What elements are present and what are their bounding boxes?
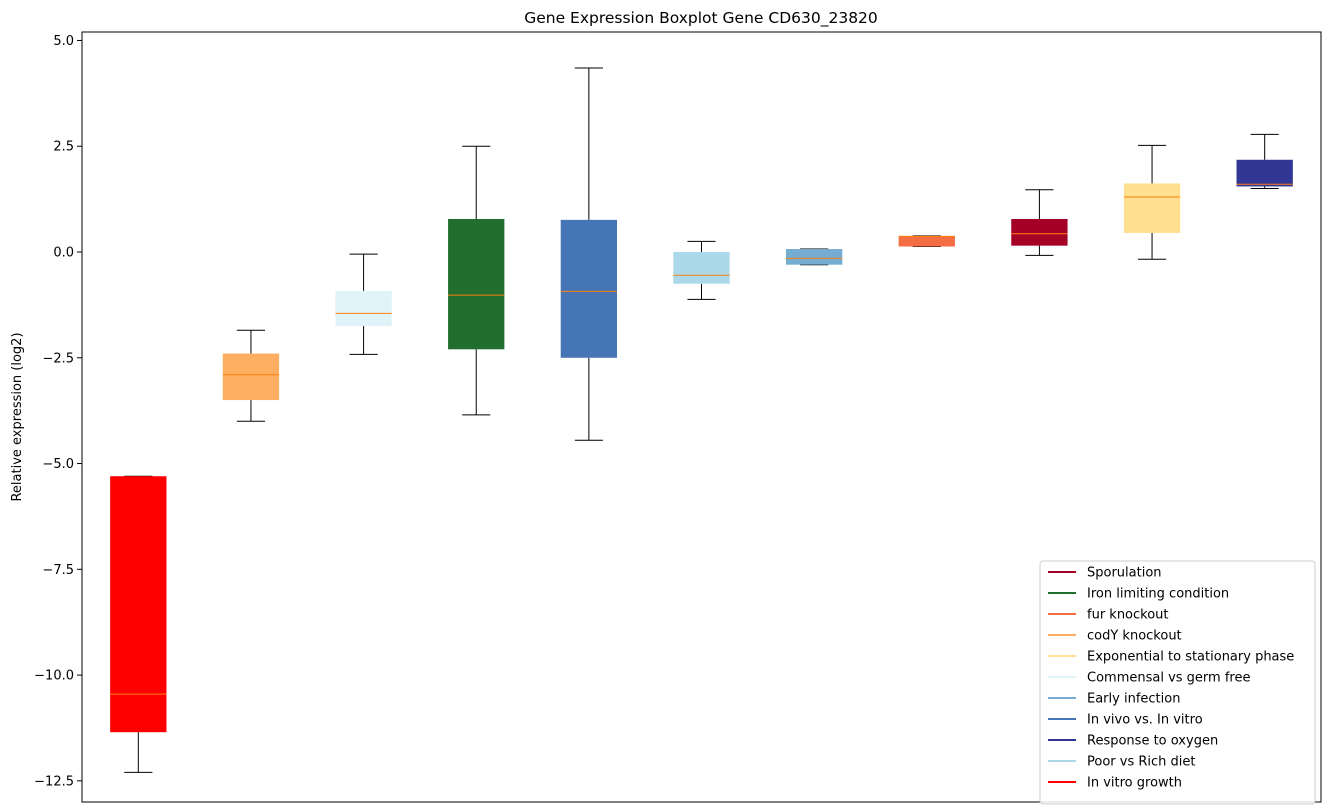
y-tick-label: −2.5 — [42, 351, 74, 366]
legend-label: Early infection — [1087, 692, 1180, 707]
boxes-layer — [110, 67, 1293, 773]
y-tick-label: 0.0 — [53, 246, 74, 261]
box-body — [673, 252, 730, 284]
y-tick-label: 5.0 — [53, 34, 74, 49]
legend-item: codY knockout — [1048, 629, 1182, 644]
legend-frame — [1039, 560, 1316, 805]
box-body — [110, 476, 167, 733]
box-body — [785, 249, 843, 265]
legend-item: In vivo vs. In vitro — [1048, 713, 1203, 728]
box-body — [1011, 219, 1068, 246]
legend-label: Iron limiting condition — [1087, 587, 1229, 602]
y-tick-label: −5.0 — [42, 457, 74, 472]
y-axis-label: Relative expression (log2) — [10, 332, 25, 501]
legend-label: Exponential to stationary phase — [1087, 650, 1294, 665]
box-body — [222, 353, 280, 401]
legend-label: In vitro growth — [1087, 776, 1182, 791]
box-in-vivo-vs-in-vitro — [560, 67, 618, 441]
box-cody-knockout — [222, 329, 280, 422]
legend-label: codY knockout — [1087, 629, 1182, 644]
legend-item: Commensal vs germ free — [1048, 671, 1250, 686]
legend: Sporulation Iron limiting condition fur kn… — [1039, 560, 1316, 805]
legend-label: Sporulation — [1087, 566, 1162, 581]
box-iron-limiting-condition — [448, 145, 505, 416]
box-body — [898, 235, 955, 247]
legend-label: Response to oxygen — [1087, 734, 1218, 749]
box-fur-knockout — [898, 235, 955, 247]
y-tick-label: −7.5 — [42, 563, 74, 578]
box-poor-vs-rich-diet — [673, 240, 730, 300]
y-tick-label: −10.0 — [34, 669, 74, 684]
box-body — [1123, 183, 1181, 233]
chart-title: Gene Expression Boxplot Gene CD630_23820 — [524, 9, 878, 28]
box-body — [448, 219, 505, 350]
box-sporulation — [1011, 189, 1068, 256]
legend-item: Sporulation — [1048, 566, 1162, 581]
legend-label: In vivo vs. In vitro — [1087, 713, 1203, 728]
legend-item: Poor vs Rich diet — [1048, 755, 1195, 770]
legend-item: fur knockout — [1048, 608, 1169, 623]
box-body — [560, 219, 618, 358]
y-tick-label: 2.5 — [53, 140, 74, 155]
plot-area-frame — [81, 31, 1322, 803]
box-commensal-vs-germ-free — [335, 253, 392, 355]
box-response-to-oxygen — [1236, 133, 1293, 190]
legend-item: Exponential to stationary phase — [1048, 650, 1294, 665]
legend-item: Iron limiting condition — [1048, 587, 1229, 602]
legend-label: Commensal vs germ free — [1087, 671, 1250, 686]
y-axis: 5.0 2.5 0.0 −2.5 −5.0 −7.5 −10.0 −12.5 — [34, 34, 82, 789]
legend-item: In vitro growth — [1048, 776, 1182, 791]
legend-item: Early infection — [1048, 692, 1180, 707]
y-tick-label: −12.5 — [34, 774, 74, 789]
box-body — [335, 290, 392, 327]
box-exponential-to-stationary-phase — [1123, 144, 1181, 260]
box-in-vitro-growth — [110, 475, 167, 773]
legend-label: Poor vs Rich diet — [1087, 755, 1195, 770]
legend-item: Response to oxygen — [1048, 734, 1218, 749]
box-body — [1236, 159, 1293, 187]
legend-label: fur knockout — [1087, 608, 1169, 623]
box-early-infection — [785, 248, 843, 266]
